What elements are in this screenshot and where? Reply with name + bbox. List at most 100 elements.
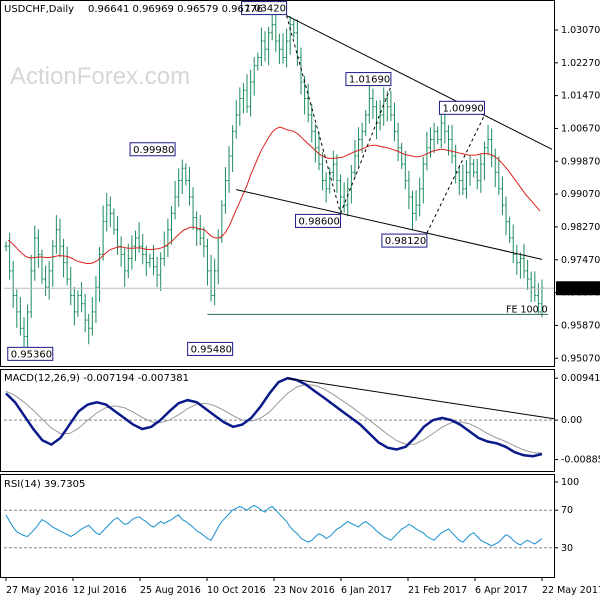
- swing-annotation-box: [7, 346, 54, 361]
- ohlc-bar: [252, 57, 256, 96]
- swing-annotation-box: [187, 341, 234, 356]
- rsi-label: RSI(14) 39.7305: [4, 479, 85, 490]
- x-tick-label: 23 Nov 2016: [274, 585, 335, 596]
- ohlc-bar: [259, 27, 263, 67]
- ohlc-bar: [515, 244, 519, 275]
- ohlc-bar: [227, 146, 231, 193]
- ohlc-bar: [436, 126, 440, 145]
- ohlc-bar: [342, 182, 346, 213]
- ohlc-bar: [177, 168, 181, 207]
- macd-tick-label: 0.00: [561, 415, 582, 426]
- ohlc-bar: [292, 19, 296, 38]
- swing-annotation-box: [241, 1, 288, 16]
- ohlc-bar: [8, 232, 12, 280]
- ohlc-bar: [274, 13, 278, 53]
- ohlc-bar: [464, 160, 468, 199]
- ohlc-bar: [533, 271, 537, 302]
- macd-panel-frame: [0, 369, 555, 472]
- ohlc-bar: [209, 254, 213, 302]
- ohlc-bar: [223, 167, 227, 214]
- ohlc-bar: [263, 31, 267, 62]
- swing-annotation-text: 0.95360: [11, 349, 52, 360]
- ohlc-bar: [518, 252, 522, 279]
- lower-trendline: [236, 189, 543, 260]
- swing-annotation-box: [295, 213, 342, 228]
- ohlc-bar: [306, 83, 310, 123]
- price-tick-label: 1.00670: [561, 123, 600, 134]
- ohlc-bar: [213, 258, 217, 306]
- ohlc-bar: [310, 103, 314, 143]
- x-tick-label: 21 Feb 2017: [408, 585, 467, 596]
- ohlc-bar: [126, 243, 130, 279]
- ohlc-bar: [457, 164, 461, 196]
- x-tick-label: 25 Aug 2016: [140, 585, 201, 596]
- ohlc-bar: [40, 249, 44, 284]
- macd-signal-line: [5, 383, 543, 454]
- rsi-panel-frame: [0, 474, 555, 578]
- ohlc-bar: [522, 243, 526, 279]
- ohlc-bar: [526, 259, 530, 291]
- ohlc-bar: [285, 28, 289, 68]
- ohlc-bar: [198, 215, 202, 246]
- ohlc-bar: [421, 156, 425, 204]
- x-tick-label: 27 May 2016: [6, 585, 68, 596]
- ohlc-bar: [58, 218, 62, 258]
- ohlc-bar: [500, 176, 504, 216]
- ohlc-bar: [389, 90, 393, 122]
- ohlc-bar: [407, 170, 411, 210]
- macd-trendline: [287, 377, 555, 420]
- ohlc-bar: [339, 174, 343, 213]
- swing-dash-2: [340, 86, 392, 214]
- ohlc-bar: [191, 187, 195, 230]
- ohlc-bar: [346, 177, 350, 217]
- header-ohlc: 0.96641 0.96969 0.96579 0.96776: [88, 4, 263, 15]
- ohlc-bar: [443, 113, 447, 144]
- ohlc-bar: [486, 124, 490, 156]
- price-tick-label: 0.95870: [561, 320, 600, 331]
- ohlc-bar: [475, 158, 479, 190]
- ohlc-bar: [205, 238, 209, 286]
- price-tick-label: 1.02270: [561, 58, 600, 69]
- swing-annotation-text: 0.95480: [191, 344, 232, 355]
- ohlc-bar: [62, 238, 66, 278]
- ohlc-bar: [238, 87, 242, 126]
- ohlc-bar: [508, 216, 512, 243]
- x-tick-label: 12 Jul 2016: [73, 585, 127, 596]
- swing-annotation-text: 0.98600: [299, 216, 340, 227]
- ohlc-bar: [173, 180, 177, 220]
- swing-annotation: 1.00990: [438, 100, 485, 115]
- x-tick-label: 10 Oct 2016: [207, 585, 266, 596]
- macd-tick-label: -0.008852: [561, 455, 600, 466]
- ohlc-bar: [256, 52, 260, 71]
- ohlc-bar: [202, 226, 206, 258]
- ohlc-bar: [439, 109, 443, 149]
- ohlc-bar: [335, 154, 339, 193]
- ohlc-bar: [155, 256, 159, 288]
- ohlc-bar: [324, 171, 328, 203]
- macd-label: MACD(12,26,9) -0.007194 -0.007381: [4, 373, 189, 384]
- ohlc-bar: [119, 236, 123, 267]
- swing-annotation-text: 1.00990: [442, 103, 483, 114]
- ohlc-bar: [371, 88, 375, 120]
- macd-tick-label: 0.009411: [561, 373, 600, 384]
- ohlc-bar: [367, 84, 371, 124]
- ohlc-bar: [51, 240, 55, 287]
- ohlc-bar: [184, 163, 188, 186]
- ohlc-bar: [450, 124, 454, 164]
- ohlc-bar: [123, 248, 127, 287]
- ohlc-bar: [83, 293, 87, 333]
- ohlc-bar: [234, 100, 238, 139]
- price-layer: FE 100.0 1.03420 1.01690 1.00990 0.99980 0.98…: [4, 1, 554, 361]
- swing-annotation-text: 0.98120: [385, 236, 426, 247]
- ohlc-bar: [331, 150, 335, 181]
- ohlc-bar: [15, 289, 19, 328]
- ohlc-bar: [76, 290, 80, 317]
- rsi-tick-label: 70: [561, 505, 573, 516]
- ohlc-bar: [141, 233, 145, 265]
- rsi-layer: [4, 504, 554, 549]
- ohlc-bar: [414, 190, 418, 221]
- ohlc-bar: [80, 281, 84, 313]
- ohlc-bar: [241, 82, 245, 114]
- ohlc-bar: [47, 260, 51, 300]
